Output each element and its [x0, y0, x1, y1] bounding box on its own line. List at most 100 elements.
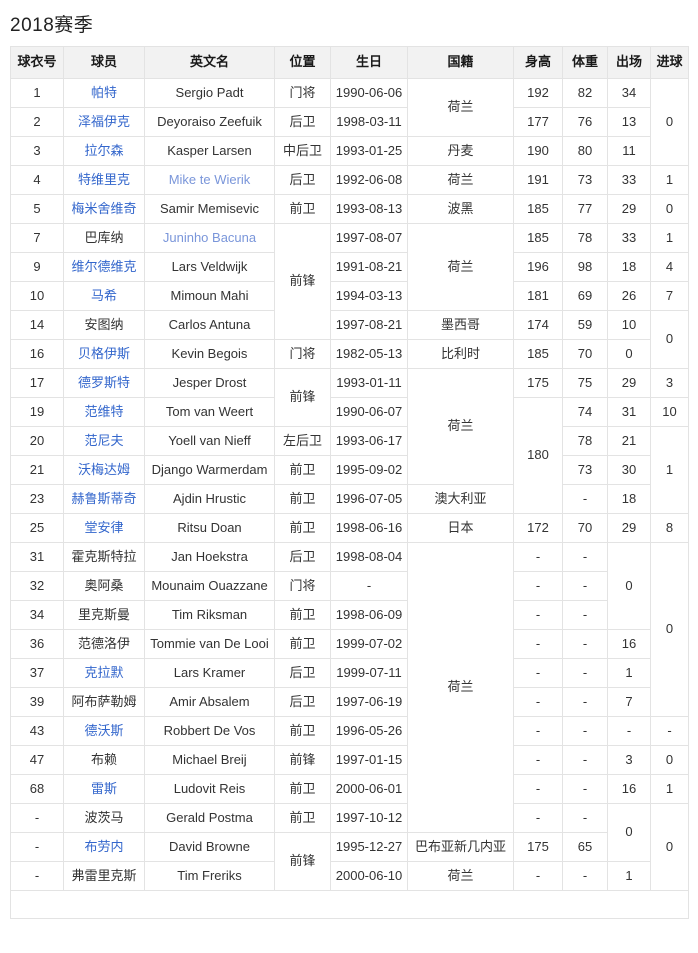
table-cell: 185: [513, 194, 563, 224]
player-link[interactable]: 克拉默: [84, 664, 124, 680]
table-cell: Tim Riksman: [144, 600, 275, 630]
player-link[interactable]: 沃梅达姆: [77, 461, 130, 477]
table-cell: -: [562, 658, 608, 688]
player-link[interactable]: 布劳内: [84, 838, 124, 854]
table-cell: 11: [607, 136, 651, 166]
table-cell: 13: [607, 107, 651, 137]
table-cell: 78: [562, 223, 608, 253]
table-cell: 布劳内: [63, 832, 145, 862]
table-cell: 1990-06-06: [330, 78, 408, 108]
table-cell: 前卫: [274, 194, 331, 224]
table-cell: 196: [513, 252, 563, 282]
player-link[interactable]: 帕特: [90, 84, 117, 100]
table-cell: 4: [10, 165, 64, 195]
table-cell: 后卫: [274, 658, 331, 688]
table-cell: 荷兰: [407, 542, 514, 833]
table-cell: 21: [10, 455, 64, 485]
table-cell: 荷兰: [407, 165, 514, 195]
table-cell: 前卫: [274, 774, 331, 804]
table-cell: 32: [10, 571, 64, 601]
player-link[interactable]: 贝格伊斯: [77, 345, 130, 361]
table-row: 14 安图纳 Carlos Antuna 1997-08-21 墨西哥 174 59 10 0: [10, 310, 689, 369]
player-link[interactable]: 马希: [90, 287, 117, 303]
table-cell: -: [562, 484, 608, 514]
table-cell: 70: [562, 513, 608, 543]
player-link[interactable]: Mike te Wierik: [168, 171, 251, 187]
table-cell: 弗雷里克斯: [63, 861, 145, 891]
table-cell: 马希: [63, 281, 145, 311]
table-row: - 波茨马 Gerald Postma 前卫 1997-10-12- -0 0: [10, 803, 689, 891]
table-cell: 0: [607, 803, 651, 862]
player-link[interactable]: 泽福伊克: [77, 113, 130, 129]
table-cell: 37: [10, 658, 64, 688]
table-row: 25 堂安律 Ritsu Doan 前卫 1998-06-16 日本 172 70 29 8: [10, 513, 689, 543]
player-link[interactable]: 堂安律: [84, 519, 124, 535]
player-link[interactable]: 维尔德维克: [71, 258, 137, 274]
table-cell: -: [607, 716, 651, 746]
player-link[interactable]: Juninho Bacuna: [162, 229, 257, 245]
player-link[interactable]: 梅米舍维奇: [71, 200, 137, 216]
table-cell: 1992-06-08: [330, 165, 408, 195]
table-row: 31 霍克斯特拉 Jan Hoekstra 后卫 1998-08-04 荷兰 - -0 0: [10, 542, 689, 833]
table-cell: 65: [562, 832, 608, 862]
table-cell: 梅米舍维奇: [63, 194, 145, 224]
table-cell: 1995-12-27: [330, 832, 408, 862]
table-cell: 14: [10, 310, 64, 340]
table-cell: 1: [607, 658, 651, 688]
table-cell: 0: [650, 194, 689, 224]
column-header: 英文名: [144, 46, 275, 79]
table-cell: Tim Freriks: [144, 861, 275, 891]
table-row: 7 巴库纳 Juninho Bacuna 前锋 1997-08-07 荷兰 185 78 33 1: [10, 223, 689, 340]
table-cell: 190: [513, 136, 563, 166]
table-row: 4 特维里克 Mike te Wierik 后卫 1992-06-08 荷兰 191 73 33…: [10, 165, 689, 195]
player-link[interactable]: 特维里克: [77, 171, 130, 187]
table-cell: 16: [10, 339, 64, 369]
table-cell: 39: [10, 687, 64, 717]
table-cell: 185: [513, 223, 563, 253]
table-cell: 巴库纳: [63, 223, 145, 253]
table-cell: 1: [650, 165, 689, 195]
table-cell: 180: [513, 397, 563, 514]
column-header: 体重: [562, 46, 608, 79]
table-cell: Ludovit Reis: [144, 774, 275, 804]
table-cell: 19: [10, 397, 64, 427]
player-link[interactable]: 范维特: [84, 403, 124, 419]
table-cell: 1998-06-09: [330, 600, 408, 630]
table-cell: 比利时: [407, 339, 514, 369]
table-cell: 前卫: [274, 803, 331, 833]
table-cell: 69: [562, 281, 608, 311]
page-title: 2018赛季: [10, 15, 94, 36]
table-cell: 1999-07-02: [330, 629, 408, 659]
player-link[interactable]: 拉尔森: [84, 142, 124, 158]
table-cell: 克拉默: [63, 658, 145, 688]
table-cell: 174: [513, 310, 563, 340]
table-cell: 1999-07-11: [330, 658, 408, 688]
table-cell: 9: [10, 252, 64, 282]
table-row: 39 阿布萨勒姆 Amir Absalem 后卫 1997-06-19- -7: [10, 687, 689, 717]
table-cell: Lars Veldwijk: [144, 252, 275, 282]
table-cell: 0: [650, 803, 689, 891]
table-cell: 澳大利亚: [407, 484, 514, 514]
table-cell: 0: [650, 542, 689, 717]
empty-footer-row: [10, 890, 689, 919]
table-cell: 73: [562, 165, 608, 195]
table-cell: -: [562, 542, 608, 572]
table-cell: 70: [562, 339, 608, 369]
table-cell: 17: [10, 368, 64, 398]
player-link[interactable]: 德沃斯: [84, 722, 124, 738]
player-link[interactable]: 德罗斯特: [77, 374, 130, 390]
player-link[interactable]: 范尼夫: [84, 432, 124, 448]
table-row: 9 维尔德维克 Lars Veldwijk 1991-08-21 196 98 18 4: [10, 252, 689, 282]
player-link[interactable]: 雷斯: [90, 780, 117, 796]
table-cell: Mounaim Ouazzane: [144, 571, 275, 601]
table-cell: 后卫: [274, 542, 331, 572]
player-link[interactable]: 赫鲁斯蒂奇: [71, 490, 137, 506]
table-cell: -: [513, 571, 563, 601]
table-cell: Jesper Drost: [144, 368, 275, 398]
table-cell: 泽福伊克: [63, 107, 145, 137]
table-cell: 1: [607, 861, 651, 891]
table-cell: 16: [607, 774, 651, 804]
table-cell: -: [513, 774, 563, 804]
table-cell: 帕特: [63, 78, 145, 108]
table-cell: -: [10, 803, 64, 833]
